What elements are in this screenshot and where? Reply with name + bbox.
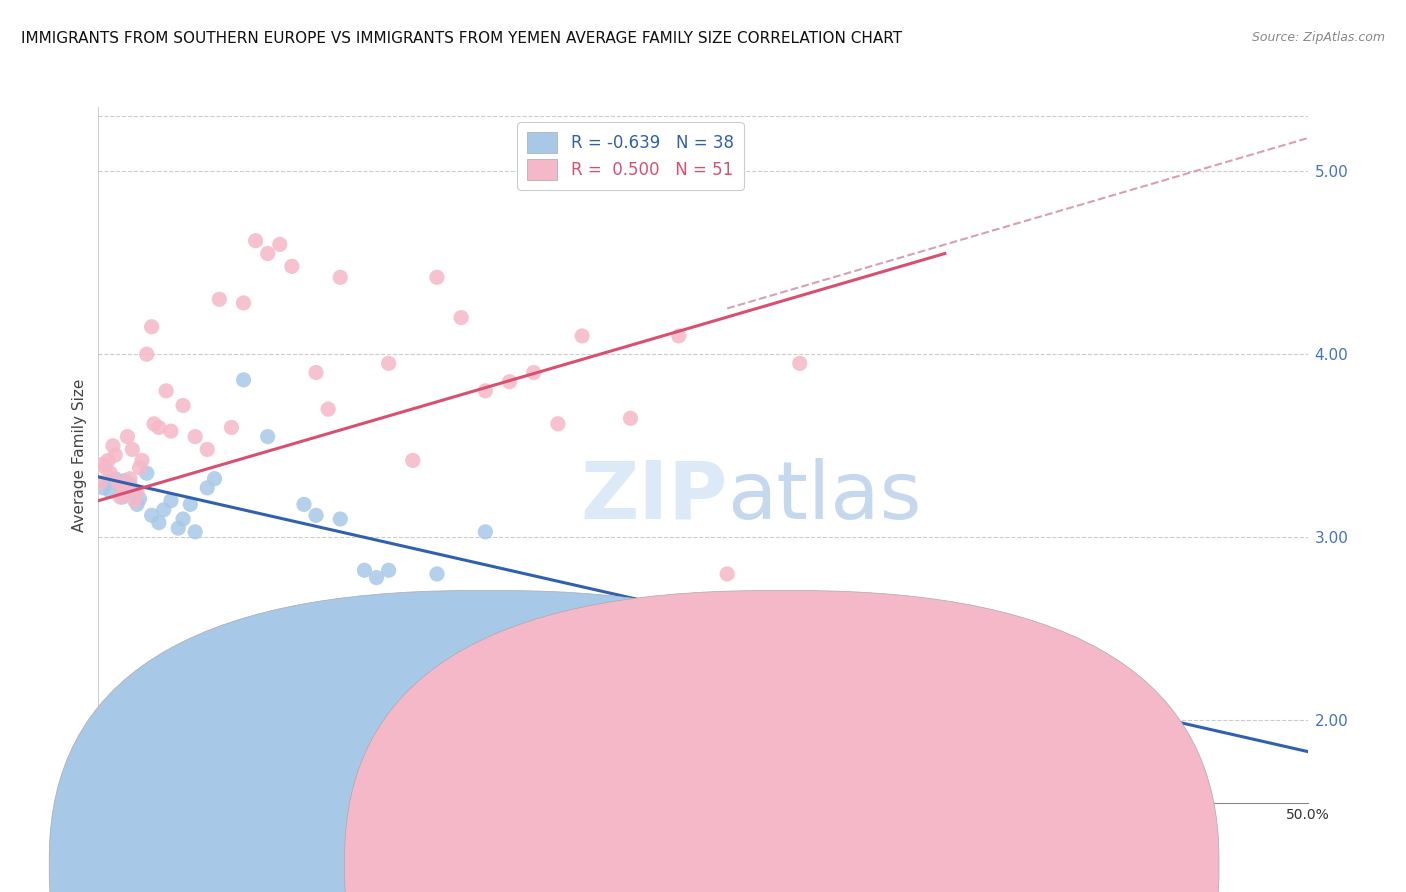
Point — [221, 420, 243, 434]
Point — [316, 402, 339, 417]
Point — [118, 472, 141, 486]
Point — [789, 356, 811, 370]
Point — [100, 484, 122, 499]
Point — [269, 237, 291, 252]
Point — [208, 293, 231, 307]
Point — [94, 460, 117, 475]
Point — [184, 524, 207, 539]
Point — [108, 490, 131, 504]
Point — [377, 356, 399, 370]
Point — [256, 429, 278, 443]
Point — [90, 475, 112, 490]
Point — [426, 270, 449, 285]
Y-axis label: Average Family Size: Average Family Size — [72, 378, 87, 532]
Point — [135, 347, 157, 361]
Point — [143, 417, 166, 431]
Point — [135, 467, 157, 481]
Point — [124, 486, 146, 500]
Point — [114, 484, 136, 499]
Point — [152, 503, 174, 517]
Point — [402, 453, 425, 467]
Point — [117, 429, 139, 443]
Point — [111, 490, 134, 504]
Point — [366, 571, 388, 585]
Legend: R = -0.639   N = 38, R =  0.500   N = 51: R = -0.639 N = 38, R = 0.500 N = 51 — [517, 122, 744, 190]
Point — [155, 384, 177, 398]
Point — [97, 475, 120, 490]
Point — [172, 399, 194, 413]
Text: atlas: atlas — [727, 458, 921, 536]
Point — [195, 481, 218, 495]
Text: Source: ZipAtlas.com: Source: ZipAtlas.com — [1251, 31, 1385, 45]
Point — [121, 442, 143, 457]
Point — [377, 563, 399, 577]
Point — [305, 508, 328, 523]
Point — [1102, 686, 1125, 700]
Text: Immigrants from Southern Europe: Immigrants from Southern Europe — [509, 858, 747, 872]
Point — [498, 375, 520, 389]
Text: IMMIGRANTS FROM SOUTHERN EUROPE VS IMMIGRANTS FROM YEMEN AVERAGE FAMILY SIZE COR: IMMIGRANTS FROM SOUTHERN EUROPE VS IMMIG… — [21, 31, 903, 46]
Point — [281, 260, 304, 274]
Point — [131, 453, 153, 467]
Point — [245, 234, 267, 248]
Point — [167, 521, 190, 535]
Point — [256, 246, 278, 260]
Point — [474, 384, 496, 398]
Point — [329, 512, 352, 526]
Point — [160, 493, 183, 508]
Point — [232, 373, 254, 387]
Point — [128, 491, 150, 506]
Point — [104, 472, 127, 486]
Point — [91, 481, 114, 495]
Point — [668, 329, 690, 343]
Point — [148, 516, 170, 530]
Point — [619, 411, 641, 425]
Point — [100, 467, 122, 481]
Point — [571, 329, 593, 343]
Point — [141, 508, 163, 523]
Point — [204, 472, 226, 486]
Point — [195, 442, 218, 457]
Point — [160, 424, 183, 438]
Point — [91, 457, 114, 471]
Point — [172, 512, 194, 526]
Point — [104, 448, 127, 462]
Point — [789, 681, 811, 695]
Point — [124, 493, 146, 508]
Point — [474, 524, 496, 539]
Point — [148, 420, 170, 434]
Point — [97, 453, 120, 467]
Point — [127, 484, 149, 499]
Text: ZIP: ZIP — [579, 458, 727, 536]
Point — [668, 622, 690, 636]
Point — [179, 497, 201, 511]
Point — [305, 366, 328, 380]
Text: Immigrants from Yemen: Immigrants from Yemen — [804, 858, 970, 872]
Point — [118, 477, 141, 491]
Point — [292, 497, 315, 511]
Point — [571, 599, 593, 614]
Point — [141, 319, 163, 334]
Point — [184, 429, 207, 443]
Point — [111, 479, 134, 493]
Point — [232, 296, 254, 310]
Point — [107, 475, 129, 490]
Point — [127, 497, 149, 511]
Point — [108, 479, 131, 493]
Point — [450, 310, 472, 325]
Point — [740, 594, 762, 608]
Point — [716, 566, 738, 581]
Point — [426, 566, 449, 581]
Point — [114, 474, 136, 488]
Point — [353, 563, 375, 577]
Point — [547, 417, 569, 431]
Point — [510, 594, 533, 608]
Point — [329, 270, 352, 285]
Point — [523, 366, 546, 380]
Point — [101, 439, 124, 453]
Point — [128, 460, 150, 475]
